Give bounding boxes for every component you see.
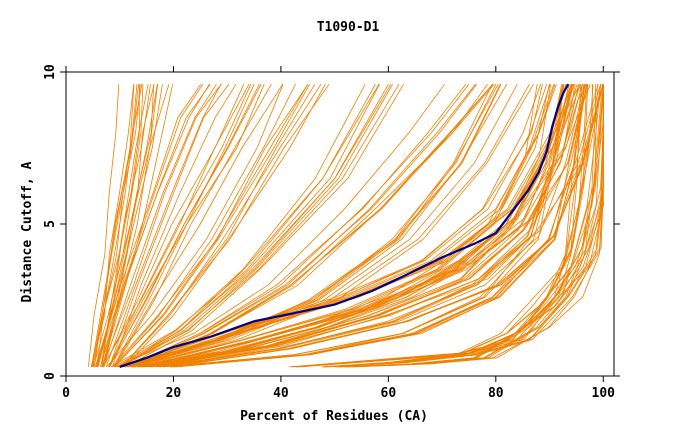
model-curve (133, 84, 574, 368)
model-curve (102, 84, 250, 368)
y-tick-label: 5 (43, 220, 58, 228)
model-curve (146, 84, 570, 368)
model-curve (91, 84, 138, 367)
model-curve (109, 84, 262, 368)
model-curve (164, 84, 604, 368)
model-curve (113, 84, 310, 368)
model-curve (351, 84, 604, 368)
model-curve (348, 84, 603, 368)
model-curve (162, 84, 585, 368)
curves-layer (88, 83, 604, 368)
x-axis-label: Percent of Residues (CA) (240, 409, 428, 424)
model-curve (338, 84, 581, 368)
model-curve (93, 84, 144, 368)
model-curve (322, 84, 596, 368)
model-curve (162, 84, 565, 368)
x-axis: 0 20 40 60 80 100 (62, 66, 615, 401)
model-curve (124, 84, 326, 368)
model-curve (97, 84, 149, 367)
model-curve (138, 84, 564, 368)
model-curve (336, 84, 583, 368)
model-curve (159, 84, 573, 368)
model-curve (113, 83, 284, 368)
x-tick-label: 20 (166, 386, 182, 401)
model-curve (116, 84, 366, 368)
highlight-layer (119, 83, 570, 368)
model-curve (173, 84, 599, 368)
model-curve (132, 83, 534, 368)
model-curve (106, 84, 284, 368)
highlight-curve (119, 83, 570, 368)
model-curve (100, 83, 211, 368)
model-curve (121, 83, 316, 368)
model-curve (117, 84, 393, 368)
model-curve (149, 84, 576, 368)
model-curve (323, 84, 593, 368)
model-curve (131, 83, 494, 368)
model-curve (119, 83, 392, 368)
chart-title: T1090-D1 (317, 20, 380, 35)
model-curve (110, 84, 376, 368)
model-curve (96, 84, 143, 367)
model-curve (121, 83, 322, 368)
model-curve (114, 84, 272, 368)
model-curve (113, 84, 296, 368)
model-curve (101, 83, 222, 368)
model-curve (109, 83, 230, 368)
x-tick-label: 40 (273, 386, 289, 401)
model-curve (121, 84, 499, 368)
x-tick-label: 80 (488, 386, 504, 401)
model-curve (88, 84, 120, 367)
model-curve (105, 84, 222, 368)
model-curve (143, 84, 578, 368)
x-tick-label: 60 (381, 386, 397, 401)
model-curve (119, 84, 389, 368)
model-curve (108, 84, 252, 368)
model-curve (130, 84, 518, 368)
model-curve (115, 83, 445, 368)
y-axis-label: Distance Cutoff, A (20, 161, 35, 302)
model-curve (94, 83, 202, 368)
model-curve (139, 84, 567, 368)
model-curve (144, 84, 591, 368)
model-curve (114, 83, 309, 368)
model-curve (113, 84, 380, 368)
y-tick-label: 10 (43, 64, 58, 80)
model-curve (156, 84, 580, 368)
model-curve (111, 83, 309, 368)
model-curve (158, 84, 573, 368)
model-curve (103, 83, 217, 368)
x-tick-label: 100 (592, 386, 616, 401)
y-axis: 0 5 10 (43, 64, 620, 380)
model-curve (103, 84, 245, 368)
model-curve (125, 83, 404, 368)
model-curve (113, 84, 265, 368)
model-curve (91, 84, 135, 367)
model-curve (128, 83, 467, 368)
model-curve (127, 83, 476, 368)
model-curve (139, 84, 552, 368)
model-curve (123, 84, 548, 368)
model-curve (130, 84, 530, 368)
model-curve (137, 84, 550, 368)
x-tick-label: 0 (62, 386, 70, 401)
y-tick-label: 0 (43, 372, 58, 380)
model-curve (133, 84, 538, 368)
